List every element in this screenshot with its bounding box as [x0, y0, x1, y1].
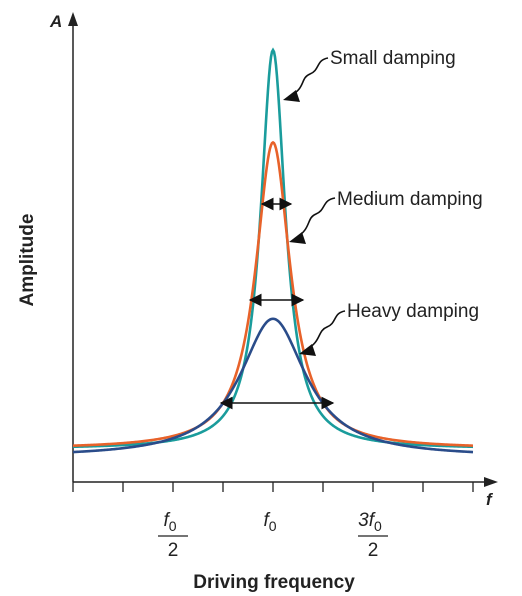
x-tick-label: f02: [158, 510, 188, 561]
heavy-damping-leader: [305, 310, 346, 351]
svg-text:f0: f0: [163, 510, 176, 534]
svg-text:2: 2: [168, 540, 179, 561]
medium-damping-pointer-icon: [289, 232, 306, 244]
annotation-medium-damping: Medium damping: [337, 189, 483, 210]
annotation-leaders: [289, 57, 346, 351]
medium-damping-leader: [295, 197, 336, 239]
x-tick-label: f0: [263, 510, 276, 534]
series-line-medium-damping: [72, 140, 474, 447]
bandwidth-arrows: [219, 197, 335, 410]
x-axis-arrow-icon: [484, 477, 498, 487]
heavy-damping-pointer-icon: [299, 344, 316, 356]
y-axis-arrow-icon: [68, 12, 78, 26]
y-axis-title: Amplitude: [17, 214, 38, 307]
annotation-heavy-damping: Heavy damping: [347, 301, 479, 322]
x-axis-symbol: f: [486, 490, 494, 509]
series-line-small-damping: [72, 47, 474, 449]
small-damping-pointer-icon: [283, 90, 300, 102]
svg-text:f0: f0: [263, 510, 276, 534]
svg-text:3f0: 3f0: [358, 510, 382, 534]
svg-text:2: 2: [368, 540, 379, 561]
curves: [72, 47, 474, 454]
y-axis-symbol: A: [49, 12, 62, 31]
minor-ticks: [72, 482, 474, 492]
small-damping-leader: [289, 57, 329, 97]
annotation-small-damping: Small damping: [330, 48, 456, 69]
series-line-heavy-damping: [72, 317, 474, 454]
x-axis-title: Driving frequency: [193, 572, 355, 593]
